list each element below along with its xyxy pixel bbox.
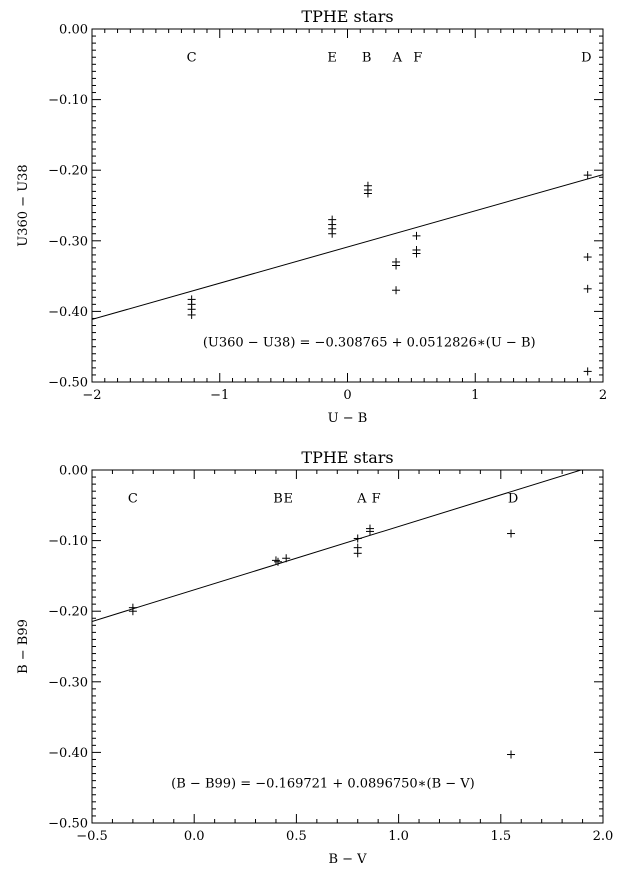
star-label: B (362, 51, 372, 66)
y-tick-label: −0.40 (48, 746, 88, 761)
data-point (363, 189, 372, 198)
data-point (128, 607, 137, 616)
star-label: D (508, 492, 518, 507)
fit-equation: (U360 − U38) = −0.308765 + 0.0512826∗(U … (203, 335, 536, 350)
data-point (392, 261, 401, 270)
fit-line (92, 174, 603, 320)
y-tick-label: 0.00 (59, 464, 88, 479)
star-label: A (356, 492, 367, 507)
y-tick-label: −0.20 (48, 605, 88, 620)
data-point (392, 286, 401, 295)
x-tick-label: −0.5 (76, 829, 108, 844)
data-point (187, 310, 196, 319)
y-tick-label: −0.20 (48, 164, 88, 179)
y-tick-label: 0.00 (59, 23, 88, 38)
chart-title: TPHE stars (301, 448, 393, 467)
x-tick-label: 1 (471, 388, 479, 403)
data-point (583, 284, 592, 293)
data-point (583, 367, 592, 376)
data-point (353, 534, 362, 543)
star-label: A (392, 51, 403, 66)
star-label: B (273, 492, 283, 507)
x-tick-label: 0 (343, 388, 351, 403)
x-tick-label: 2.0 (593, 829, 614, 844)
star-label: F (413, 51, 422, 66)
data-point (412, 231, 421, 240)
star-label: E (283, 492, 293, 507)
x-tick-label: −2 (82, 388, 101, 403)
y-tick-label: −0.10 (48, 534, 88, 549)
data-point (412, 249, 421, 258)
data-point (365, 527, 374, 536)
lower-chart-panel: TPHE stars −0.5 0.0 0.5 1.0 1.5 2.0 −0.50 −0.40 −… (16, 448, 613, 867)
data-point (507, 750, 516, 759)
data-point (353, 549, 362, 558)
data-point (583, 171, 592, 180)
data-point (507, 529, 516, 538)
y-tick-label: −0.10 (48, 93, 88, 108)
x-tick-label: 1.5 (490, 829, 511, 844)
x-tick-label: −1 (210, 388, 229, 403)
y-tick-label: −0.30 (48, 675, 88, 690)
x-tick-label: 0.0 (184, 829, 205, 844)
x-axis-label: U − B (328, 411, 368, 426)
data-point (271, 556, 280, 565)
x-tick-label: 2 (599, 388, 607, 403)
fit-equation: (B − B99) = −0.169721 + 0.0896750∗(B − V… (171, 776, 475, 791)
upper-chart-panel: TPHE stars −2 −1 0 1 2 −0.50 −0.40 −0.30 −0.20 −0.… (16, 7, 607, 426)
y-tick-label: −0.30 (48, 234, 88, 249)
fit-line (92, 470, 583, 622)
data-point (274, 557, 283, 566)
y-tick-label: −0.50 (48, 817, 88, 832)
y-axis-label: B − B99 (16, 619, 31, 674)
star-label: E (327, 51, 337, 66)
x-tick-label: 1.0 (388, 829, 409, 844)
star-label: C (187, 51, 197, 66)
star-label: C (128, 492, 138, 507)
data-point (583, 253, 592, 262)
x-tick-label: 0.5 (286, 829, 307, 844)
y-tick-label: −0.40 (48, 305, 88, 320)
x-axis-label: B − V (328, 852, 367, 867)
data-point (282, 554, 291, 563)
y-axis-label: U360 − U38 (16, 164, 31, 246)
star-label: D (581, 51, 591, 66)
chart-title: TPHE stars (301, 7, 393, 26)
data-point (328, 229, 337, 238)
y-tick-label: −0.50 (48, 376, 88, 391)
star-label: F (372, 492, 381, 507)
